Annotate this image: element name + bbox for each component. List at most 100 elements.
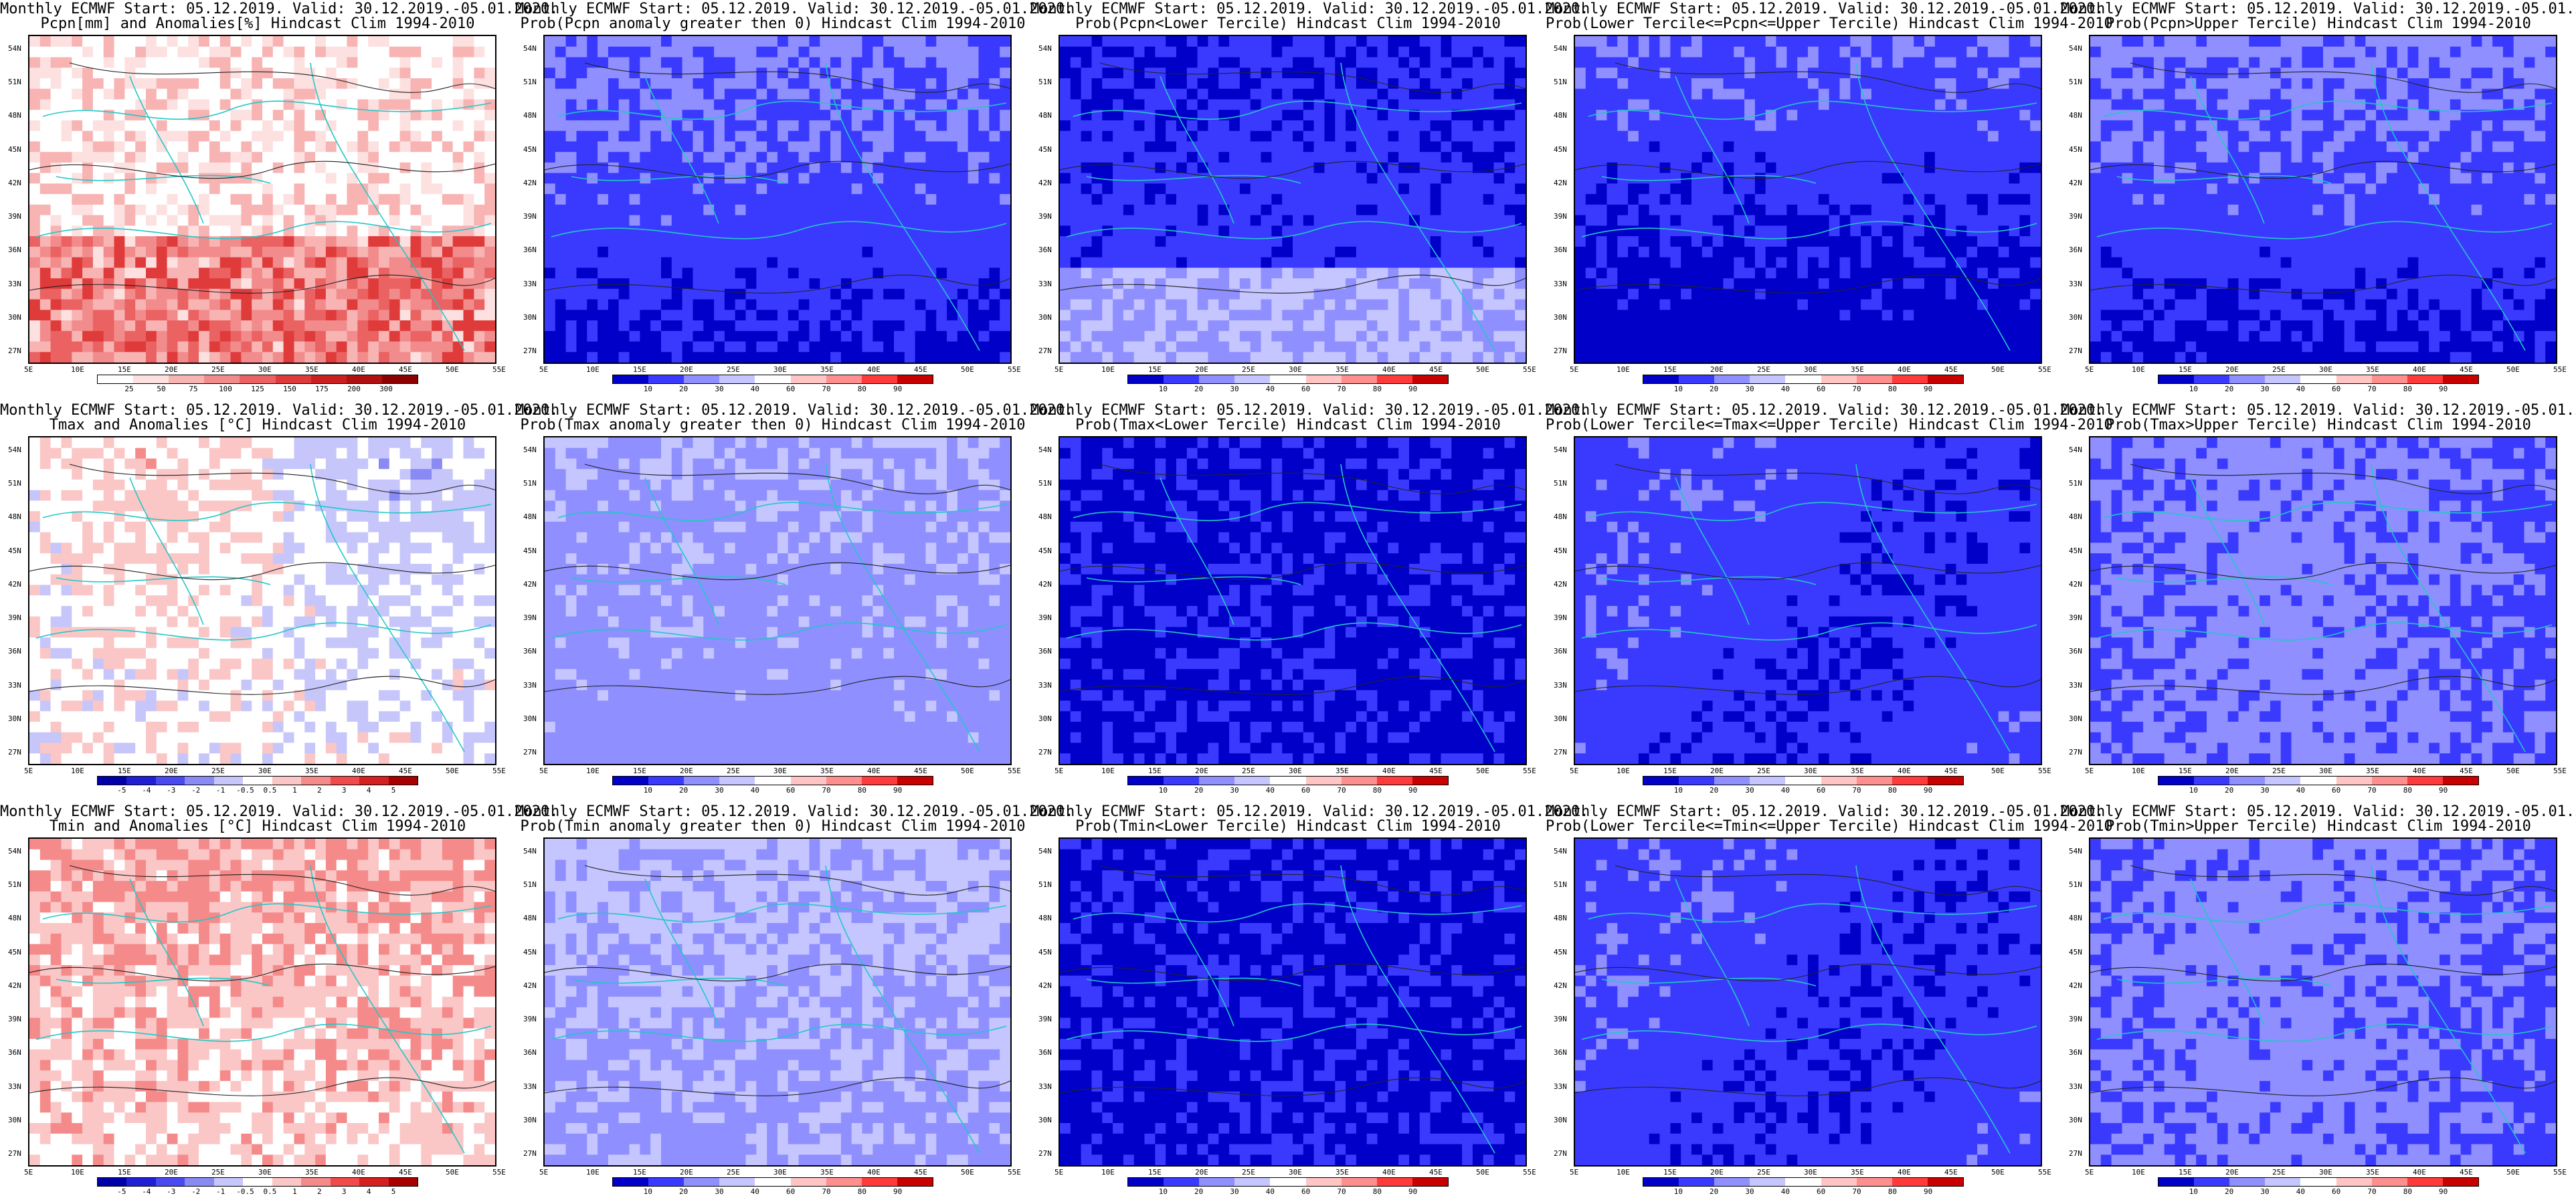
field-cell: [872, 310, 884, 321]
field-cell: [1987, 57, 1999, 68]
field-cell: [410, 152, 422, 163]
field-cell: [452, 183, 464, 195]
field-cell: [1515, 320, 1526, 332]
field-cell: [283, 341, 294, 353]
field-cell: [693, 215, 704, 226]
field-cell: [936, 162, 947, 174]
field-cell: [442, 183, 454, 195]
field-cell: [693, 225, 704, 237]
field-cell: [1987, 88, 1999, 100]
colorbar-label: 20: [1194, 385, 1203, 393]
field-cell: [1313, 278, 1325, 290]
field-cell: [1197, 141, 1208, 153]
field-cell: [484, 183, 495, 195]
field-cell: [347, 352, 358, 363]
field-cell: [820, 110, 831, 121]
field-cell: [1493, 288, 1505, 300]
field-cell: [1366, 278, 1378, 290]
field-cell: [135, 130, 147, 142]
field-cell: [915, 352, 926, 363]
field-cell: [72, 352, 83, 363]
field-cell: [241, 110, 252, 121]
field-cell: [103, 78, 115, 90]
field-cell: [714, 110, 725, 121]
field-cell: [2009, 57, 2020, 68]
field-cell: [947, 194, 958, 205]
field-cell: [336, 352, 348, 363]
field-cell: [167, 78, 178, 90]
field-cell: [1091, 268, 1103, 279]
field-cell: [167, 352, 178, 363]
field-cell: [682, 278, 693, 290]
field-cell: [452, 215, 464, 226]
field-cell: [957, 99, 969, 110]
field-cell: [61, 236, 72, 247]
field-cell: [315, 278, 327, 290]
field-cell: [114, 130, 125, 142]
field-cell: [1229, 36, 1240, 47]
field-cell: [1585, 99, 1597, 110]
field-cell: [809, 183, 820, 195]
field-cell: [1903, 36, 1914, 47]
field-cell: [650, 268, 662, 279]
field-cell: [1596, 88, 1607, 100]
field-cell: [1691, 36, 1703, 47]
field-cell: [1712, 120, 1724, 132]
field-cell: [1628, 152, 1639, 163]
field-cell: [925, 120, 937, 132]
field-cell: [840, 352, 852, 363]
field-cell: [452, 310, 464, 321]
field-cell: [1060, 330, 1071, 342]
field-cell: [241, 36, 252, 47]
field-cell: [745, 299, 757, 310]
field-cell: [851, 310, 863, 321]
field-cell: [1723, 36, 1734, 47]
field-cell: [1091, 57, 1103, 68]
field-cell: [565, 68, 577, 79]
field-cell: [1659, 36, 1671, 47]
colorbar-swatch: [133, 375, 169, 383]
field-cell: [947, 120, 958, 132]
field-cell: [724, 141, 736, 153]
field-cell: [1070, 215, 1082, 226]
field-cell: [840, 57, 852, 68]
field-cell: [410, 268, 422, 279]
field-cell: [92, 236, 104, 247]
field-cell: [618, 204, 630, 216]
field-cell: [1144, 46, 1156, 58]
field-cell: [650, 236, 662, 247]
field-cell: [947, 299, 958, 310]
field-cell: [1504, 152, 1515, 163]
field-cell: [1765, 152, 1777, 163]
field-cell: [682, 236, 693, 247]
field-cell: [29, 204, 41, 216]
field-cell: [597, 299, 609, 310]
field-cell: [1335, 288, 1346, 300]
field-cell: [325, 246, 337, 258]
field-cell: [1987, 36, 1999, 47]
field-cell: [1585, 204, 1597, 216]
field-cell: [1903, 46, 1914, 58]
field-cell: [883, 352, 895, 363]
field-cell: [745, 78, 757, 90]
field-cell: [682, 141, 693, 153]
field-cell: [608, 278, 620, 290]
field-cell: [92, 46, 104, 58]
field-cell: [304, 310, 316, 321]
field-cell: [904, 99, 916, 110]
field-cell: [92, 320, 104, 332]
field-cell: [1914, 36, 1925, 47]
field-cell: [432, 225, 443, 237]
field-cell: [968, 162, 980, 174]
field-cell: [1133, 278, 1145, 290]
field-cell: [1987, 152, 1999, 163]
coastline: [1073, 100, 1522, 120]
field-cell: [915, 120, 926, 132]
field-cell: [798, 152, 810, 163]
field-cell: [1472, 120, 1484, 132]
field-cell: [1303, 330, 1315, 342]
field-cell: [1924, 130, 1936, 142]
field-cell: [410, 310, 422, 321]
field-cell: [294, 173, 305, 184]
field-cell: [2019, 141, 2031, 153]
